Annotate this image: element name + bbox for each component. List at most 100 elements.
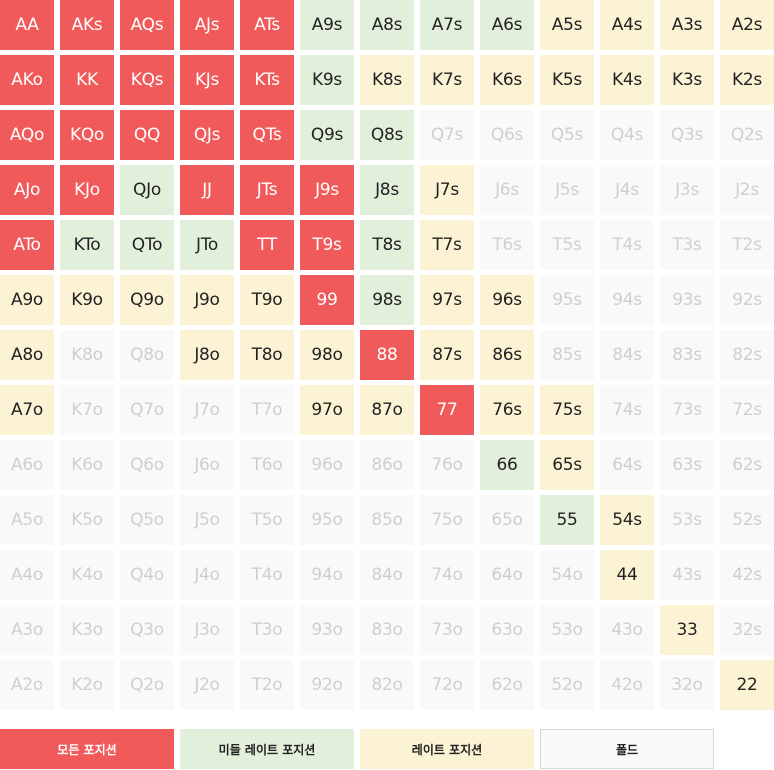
hand-cell-94s: 94s: [600, 275, 654, 325]
hand-cell-QJs: QJs: [180, 110, 234, 160]
hand-cell-J5s: J5s: [540, 165, 594, 215]
hand-cell-QTs: QTs: [240, 110, 294, 160]
hand-cell-QTo: QTo: [120, 220, 174, 270]
hand-cell-A8s: A8s: [360, 0, 414, 50]
hand-cell-75s: 75s: [540, 385, 594, 435]
hand-cell-K7s: K7s: [420, 55, 474, 105]
hand-cell-99: 99: [300, 275, 354, 325]
hand-cell-43s: 43s: [660, 550, 714, 600]
hand-cell-52s: 52s: [720, 495, 774, 545]
hand-cell-85o: 85o: [360, 495, 414, 545]
hand-cell-A5o: A5o: [0, 495, 54, 545]
hand-cell-A7s: A7s: [420, 0, 474, 50]
hand-cell-43o: 43o: [600, 605, 654, 655]
hand-cell-T9o: T9o: [240, 275, 294, 325]
hand-cell-54o: 54o: [540, 550, 594, 600]
hand-cell-ATo: ATo: [0, 220, 54, 270]
hand-cell-A9o: A9o: [0, 275, 54, 325]
hand-cell-54s: 54s: [600, 495, 654, 545]
hand-cell-22: 22: [720, 660, 774, 710]
hand-cell-53s: 53s: [660, 495, 714, 545]
hand-cell-J6s: J6s: [480, 165, 534, 215]
hand-cell-64s: 64s: [600, 440, 654, 490]
hand-cell-42o: 42o: [600, 660, 654, 710]
hand-cell-K9s: K9s: [300, 55, 354, 105]
hand-cell-J6o: J6o: [180, 440, 234, 490]
hand-cell-76s: 76s: [480, 385, 534, 435]
hand-cell-K6s: K6s: [480, 55, 534, 105]
hand-cell-K5o: K5o: [60, 495, 114, 545]
hand-cell-Q6s: Q6s: [480, 110, 534, 160]
hand-cell-Q5o: Q5o: [120, 495, 174, 545]
hand-cell-T4o: T4o: [240, 550, 294, 600]
hand-cell-K6o: K6o: [60, 440, 114, 490]
hand-cell-42s: 42s: [720, 550, 774, 600]
hand-cell-KK: KK: [60, 55, 114, 105]
hand-cell-T6s: T6s: [480, 220, 534, 270]
hand-cell-55: 55: [540, 495, 594, 545]
hand-cell-44: 44: [600, 550, 654, 600]
hand-cell-87s: 87s: [420, 330, 474, 380]
hand-cell-86s: 86s: [480, 330, 534, 380]
hand-cell-A5s: A5s: [540, 0, 594, 50]
hand-cell-J9o: J9o: [180, 275, 234, 325]
hand-cell-K5s: K5s: [540, 55, 594, 105]
hand-cell-Q6o: Q6o: [120, 440, 174, 490]
hand-cell-A7o: A7o: [0, 385, 54, 435]
hand-cell-Q9o: Q9o: [120, 275, 174, 325]
hand-cell-83s: 83s: [660, 330, 714, 380]
hand-cell-J7s: J7s: [420, 165, 474, 215]
hand-cell-AQo: AQo: [0, 110, 54, 160]
hand-cell-97o: 97o: [300, 385, 354, 435]
hand-cell-T4s: T4s: [600, 220, 654, 270]
hand-cell-87o: 87o: [360, 385, 414, 435]
hand-cell-32s: 32s: [720, 605, 774, 655]
hand-cell-86o: 86o: [360, 440, 414, 490]
hand-cell-82s: 82s: [720, 330, 774, 380]
hand-cell-K3o: K3o: [60, 605, 114, 655]
hand-cell-J8o: J8o: [180, 330, 234, 380]
hand-cell-J2o: J2o: [180, 660, 234, 710]
hand-cell-A2o: A2o: [0, 660, 54, 710]
hand-cell-J2s: J2s: [720, 165, 774, 215]
hand-cell-KQs: KQs: [120, 55, 174, 105]
hand-cell-KQo: KQo: [60, 110, 114, 160]
hand-cell-AJo: AJo: [0, 165, 54, 215]
hand-cell-AKo: AKo: [0, 55, 54, 105]
hand-cell-98s: 98s: [360, 275, 414, 325]
hand-cell-65o: 65o: [480, 495, 534, 545]
hand-cell-T5s: T5s: [540, 220, 594, 270]
hand-cell-Q4o: Q4o: [120, 550, 174, 600]
hand-cell-72o: 72o: [420, 660, 474, 710]
hand-cell-95o: 95o: [300, 495, 354, 545]
hand-cell-J3s: J3s: [660, 165, 714, 215]
legend-all-positions: 모든 포지션: [0, 729, 174, 769]
hand-cell-62s: 62s: [720, 440, 774, 490]
hand-cell-K8o: K8o: [60, 330, 114, 380]
hand-cell-A8o: A8o: [0, 330, 54, 380]
hand-cell-63o: 63o: [480, 605, 534, 655]
hand-cell-A9s: A9s: [300, 0, 354, 50]
hand-cell-A4o: A4o: [0, 550, 54, 600]
hand-cell-J3o: J3o: [180, 605, 234, 655]
hand-cell-T3o: T3o: [240, 605, 294, 655]
hand-cell-A3s: A3s: [660, 0, 714, 50]
hand-cell-Q8s: Q8s: [360, 110, 414, 160]
hand-cell-K8s: K8s: [360, 55, 414, 105]
hand-cell-93o: 93o: [300, 605, 354, 655]
hand-cell-T2s: T2s: [720, 220, 774, 270]
hand-cell-A4s: A4s: [600, 0, 654, 50]
hand-cell-84s: 84s: [600, 330, 654, 380]
hand-cell-83o: 83o: [360, 605, 414, 655]
hand-cell-T7o: T7o: [240, 385, 294, 435]
hand-cell-65s: 65s: [540, 440, 594, 490]
hand-cell-K4o: K4o: [60, 550, 114, 600]
hand-cell-62o: 62o: [480, 660, 534, 710]
hand-cell-88: 88: [360, 330, 414, 380]
hand-cell-Q5s: Q5s: [540, 110, 594, 160]
legend-late-position: 레이트 포지션: [360, 729, 534, 769]
hand-cell-KTs: KTs: [240, 55, 294, 105]
hand-cell-75o: 75o: [420, 495, 474, 545]
hand-cell-A6o: A6o: [0, 440, 54, 490]
hand-cell-66: 66: [480, 440, 534, 490]
